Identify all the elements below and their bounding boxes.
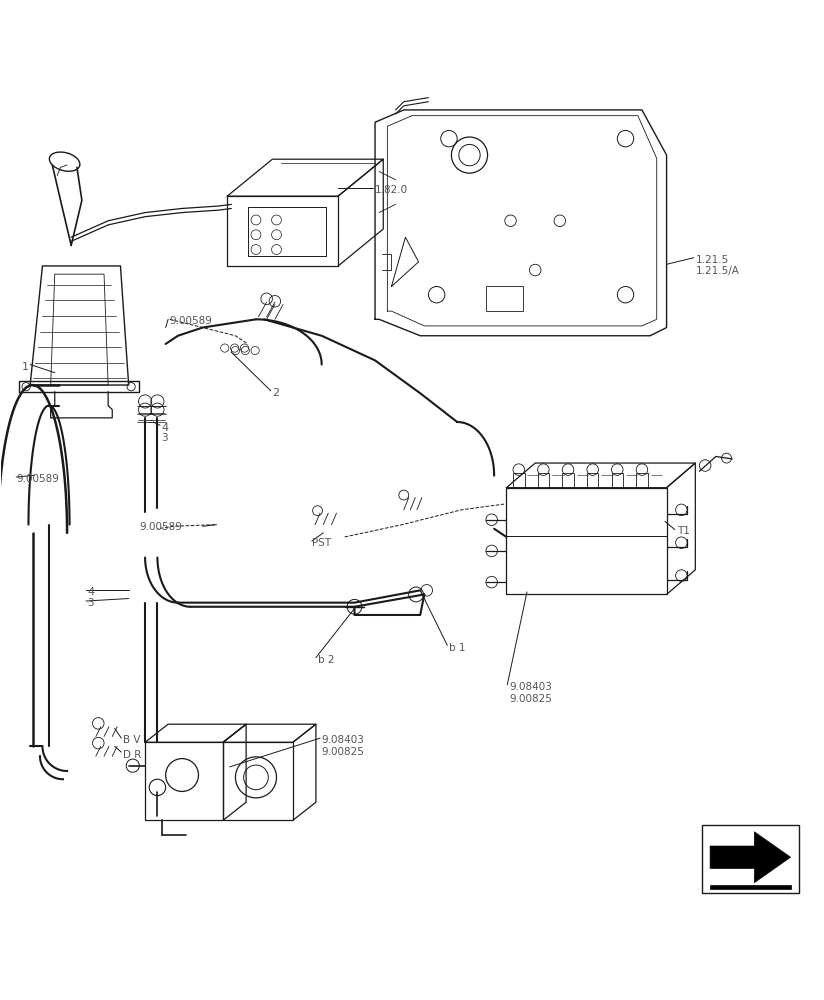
Text: 1.82.0: 1.82.0	[375, 185, 408, 195]
Text: 4: 4	[87, 587, 95, 597]
Text: 1.21.5/A: 1.21.5/A	[695, 266, 739, 276]
Bar	[223, 742, 293, 820]
Text: 9.00589: 9.00589	[170, 316, 213, 326]
Text: b 1: b 1	[449, 643, 466, 653]
Bar	[507, 488, 667, 536]
Bar	[486, 286, 523, 311]
Bar	[248, 207, 325, 256]
Text: 9.00825: 9.00825	[509, 694, 552, 704]
Text: 9.00589: 9.00589	[139, 522, 182, 532]
Text: 3: 3	[162, 433, 168, 443]
Text: 9.00825: 9.00825	[321, 747, 364, 757]
Text: 4: 4	[162, 423, 169, 433]
Bar	[507, 488, 667, 594]
Text: 9.08403: 9.08403	[509, 682, 552, 692]
Text: 9.08403: 9.08403	[321, 735, 364, 745]
Bar	[145, 742, 223, 820]
Text: 9.00589: 9.00589	[16, 474, 59, 484]
Text: D R: D R	[123, 750, 141, 760]
Text: PST: PST	[311, 538, 331, 548]
Text: 1.21.5: 1.21.5	[695, 255, 728, 265]
Text: B V: B V	[123, 735, 140, 745]
Polygon shape	[710, 832, 790, 883]
Text: 2: 2	[273, 388, 279, 398]
Text: 1: 1	[22, 362, 29, 372]
Text: 3: 3	[87, 598, 94, 608]
Text: b 2: b 2	[317, 655, 334, 665]
Bar	[702, 825, 798, 893]
Polygon shape	[710, 885, 790, 889]
Text: T1: T1	[677, 526, 691, 536]
